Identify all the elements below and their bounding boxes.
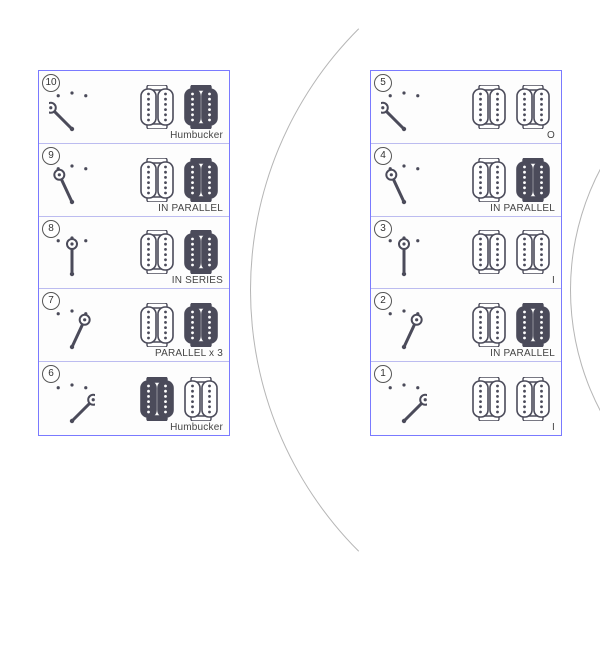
pickup-active-icon [181,230,221,274]
row-caption: Humbucker [170,422,223,433]
pickup-pair [469,303,553,347]
row-caption: PARALLEL x 3 [155,348,223,359]
position-row: 4 IN PARALLEL [371,144,561,217]
row-caption: IN SERIES [172,275,223,286]
position-number-badge: 5 [374,74,392,92]
pickup-pair [137,158,221,202]
position-number-badge: 3 [374,220,392,238]
pickup-inactive-icon [181,377,221,421]
row-caption: IN PARALLEL [158,203,223,214]
pickup-inactive-icon [469,377,509,421]
row-caption: I [552,422,555,433]
pickup-inactive-icon [469,158,509,202]
pickup-active-icon [181,85,221,129]
pickup-inactive-icon [513,377,553,421]
position-row: 5O [371,71,561,144]
row-caption: O [547,130,555,141]
position-number-badge: 4 [374,147,392,165]
row-caption: IN PARALLEL [490,348,555,359]
pickup-active-icon [181,158,221,202]
position-row: 10 Humbucker [39,71,229,144]
pickup-inactive-icon [137,85,177,129]
panel-left: 10 Humbucker 9 IN PARALLEL 8 IN SERIES 7PARALL… [38,70,230,436]
pickup-inactive-icon [137,230,177,274]
position-row: 6Humbucker [39,362,229,435]
pickup-active-icon [137,377,177,421]
pickup-inactive-icon [137,158,177,202]
pickup-inactive-icon [469,303,509,347]
position-row: 7PARALLEL x 3 [39,289,229,362]
position-number-badge: 9 [42,147,60,165]
pickup-pair [137,85,221,129]
row-caption: I [552,275,555,286]
position-row: 1I [371,362,561,435]
row-caption: IN PARALLEL [490,203,555,214]
connector-arc [570,30,600,550]
position-number-badge: 10 [42,74,60,92]
pickup-inactive-icon [137,303,177,347]
pickup-active-icon [513,158,553,202]
pickup-inactive-icon [469,85,509,129]
pickup-pair [137,303,221,347]
row-caption: Humbucker [170,130,223,141]
pickup-pair [469,230,553,274]
pickup-inactive-icon [513,230,553,274]
pickup-active-icon [513,303,553,347]
position-number-badge: 8 [42,220,60,238]
pickup-active-icon [181,303,221,347]
pickup-pair [137,377,221,421]
pickup-pair [469,85,553,129]
pickup-pair [469,158,553,202]
position-row: 2IN PARALLEL [371,289,561,362]
position-row: 9 IN PARALLEL [39,144,229,217]
pickup-inactive-icon [513,85,553,129]
position-row: 8 IN SERIES [39,217,229,290]
panel-right: 5O4IN PARALLEL3I2IN PARALLEL1I [370,70,562,436]
position-row: 3I [371,217,561,290]
pickup-pair [469,377,553,421]
pickup-pair [137,230,221,274]
pickup-inactive-icon [469,230,509,274]
